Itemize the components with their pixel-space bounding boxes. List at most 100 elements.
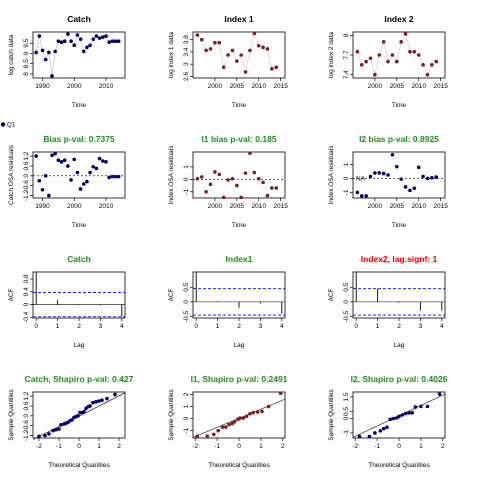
data-point — [208, 47, 213, 51]
data-point — [104, 34, 108, 38]
x-tick-label: -1 — [56, 443, 62, 450]
data-point — [221, 65, 226, 70]
data-point — [97, 156, 102, 161]
y-tick-label: -0.5 — [343, 311, 350, 323]
data-point — [278, 391, 283, 396]
data-point — [216, 428, 220, 433]
data-point — [421, 174, 425, 179]
data-point — [256, 176, 261, 181]
x-tick-label: 0 — [34, 323, 38, 330]
x-tick-label: -1 — [374, 443, 380, 450]
y-tick-label: -1.2 — [23, 190, 30, 202]
x-tick-label: 2000 — [208, 83, 223, 90]
data-point — [425, 404, 430, 409]
data-point — [69, 39, 73, 43]
panel-4: Bias p-val: 0.7375 1990 2000 2010 -1.2-0.6 0 0… — [8, 134, 126, 229]
data-point — [434, 175, 439, 179]
data-point — [388, 417, 393, 422]
data-point — [226, 178, 230, 182]
y-tick-label: 2.6 — [183, 72, 190, 81]
data-point — [204, 48, 208, 53]
data-point — [88, 404, 92, 408]
x-tick-label: 2005 — [390, 203, 405, 210]
data-point — [252, 31, 257, 36]
data-point — [195, 33, 200, 37]
data-point — [403, 185, 408, 189]
y-tick-label: 7.7 — [343, 50, 350, 59]
y-tick-label: 0 — [183, 416, 190, 420]
data-point — [113, 39, 118, 43]
data-point — [195, 176, 200, 181]
data-point — [373, 72, 377, 77]
data-point — [434, 59, 439, 64]
data-point — [53, 49, 58, 54]
data-point — [76, 414, 80, 418]
panel-3: Index 2 2000 2005 2010 2015 7.4 7.7 8 Time log in… — [328, 14, 448, 109]
data-point — [251, 410, 256, 415]
panel-11: I1, Shapiro p-val: 0.2491 -2 -1 0 1 2 -1 0 1 2 The… — [168, 374, 288, 469]
y-tick-label: -0.4 — [23, 311, 30, 323]
x-tick-label: 1 — [259, 443, 263, 450]
y-tick-label: 0 — [183, 300, 190, 304]
x-axis-label: Theoretical Quantiles — [208, 462, 270, 469]
data-point — [88, 170, 92, 175]
data-point — [72, 157, 77, 162]
plot-frame — [32, 151, 126, 199]
data-point — [85, 179, 89, 184]
data-point — [213, 40, 217, 45]
data-point — [248, 411, 252, 416]
data-point — [391, 416, 396, 421]
plot-frame — [352, 271, 446, 319]
plot-frame — [32, 31, 126, 79]
data-point — [265, 47, 270, 51]
data-point — [37, 34, 42, 38]
y-tick-label: 3.4 — [183, 47, 190, 56]
y-tick-label: -1.2 — [23, 430, 30, 442]
x-axis-label: Lag — [234, 342, 245, 349]
data-point — [40, 187, 45, 192]
data-point — [408, 49, 412, 54]
data-point — [413, 405, 418, 409]
data-point — [390, 152, 395, 157]
data-point — [212, 432, 216, 437]
data-point — [355, 49, 360, 54]
x-tick-label: 3 — [259, 323, 263, 330]
y-tick-label: 1.2 — [23, 151, 30, 160]
data-point — [227, 422, 231, 427]
x-tick-label: 2010 — [251, 203, 266, 210]
data-point — [412, 49, 417, 54]
panel-title: I1 bias p-val: 0.185 — [201, 134, 276, 144]
legend-marker — [0, 122, 6, 127]
data-point — [62, 158, 67, 163]
x-tick-label: 1 — [376, 323, 380, 330]
data-point — [243, 171, 248, 175]
x-tick-label: 2000 — [67, 203, 82, 210]
x-tick-label: 2010 — [99, 83, 114, 90]
data-point — [355, 190, 360, 195]
panel-title: I2, Shapiro p-val: 0.4026 — [351, 374, 448, 384]
data-point — [364, 194, 368, 198]
x-tick-label: 1 — [419, 443, 423, 450]
x-tick-label: 4 — [440, 323, 444, 330]
y-tick-label: 0 — [343, 416, 350, 420]
panel-title: I2 bias p-val: 0.8925 — [359, 134, 439, 144]
series-line — [35, 33, 119, 76]
panel-title: Catch — [67, 14, 91, 24]
x-tick-label: 0 — [397, 443, 401, 450]
y-axis-label: Sample Quantiles — [168, 389, 175, 441]
data-point — [224, 425, 228, 429]
data-point — [100, 159, 105, 163]
data-point — [51, 428, 55, 433]
x-tick-label: 2000 — [368, 203, 383, 210]
data-point — [82, 409, 86, 414]
data-point — [430, 175, 434, 180]
data-point — [91, 164, 96, 169]
data-point — [385, 425, 389, 430]
data-point — [195, 434, 200, 438]
x-axis-label: Time — [72, 102, 87, 109]
x-tick-label: 2 — [77, 323, 81, 330]
panel-title: Bias p-val: 0.7375 — [43, 134, 115, 144]
data-point — [357, 434, 362, 439]
data-point — [373, 431, 377, 435]
